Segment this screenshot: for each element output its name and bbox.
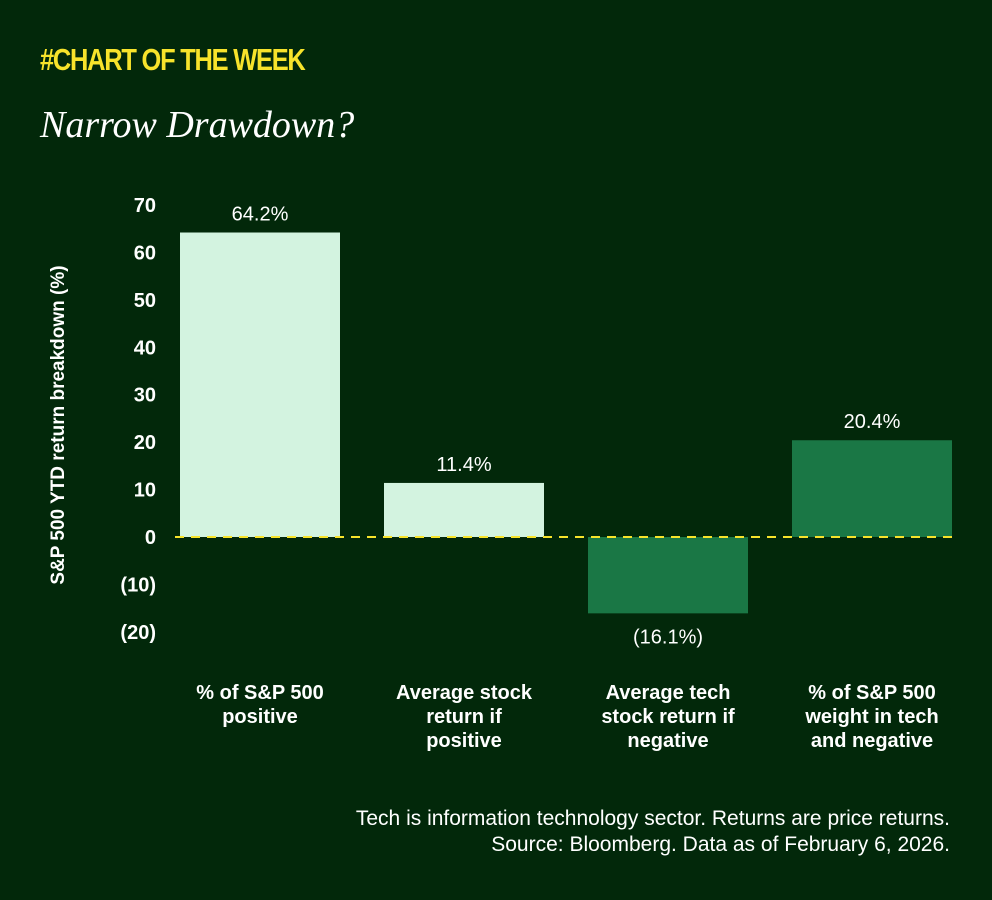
chart-title: Narrow Drawdown? [40, 104, 355, 146]
x-tick-label: and negative [811, 730, 933, 752]
y-tick-label: 10 [134, 480, 156, 502]
y-tick-label: 20 [134, 432, 156, 454]
footnote-line-1: Tech is information technology sector. R… [355, 807, 950, 830]
x-tick-label: % of S&P 500 [808, 682, 935, 704]
x-tick-label: Average tech [606, 682, 731, 704]
y-tick-label: 50 [134, 290, 156, 312]
y-tick-label: 70 [134, 195, 156, 217]
data-label: 11.4% [436, 454, 491, 476]
x-tick-label: weight in tech [804, 706, 938, 728]
y-tick-label: 60 [134, 242, 156, 264]
y-tick-label: 30 [134, 385, 156, 407]
y-tick-label: (20) [120, 622, 156, 644]
footnote: Tech is information technology sector. R… [356, 806, 950, 858]
x-tick-label: positive [222, 706, 298, 728]
x-tick-label: negative [627, 730, 708, 752]
y-tick-label: (10) [120, 574, 156, 596]
bar [588, 537, 748, 614]
kicker: #CHART OF THE WEEK [40, 42, 306, 77]
x-tick-label: Average stock [396, 682, 533, 704]
y-tick-label: 40 [134, 337, 156, 359]
bar [180, 232, 340, 537]
data-label: 20.4% [844, 411, 901, 433]
x-tick-label: % of S&P 500 [196, 682, 323, 704]
bar [792, 440, 952, 537]
bar [384, 482, 544, 537]
x-tick-label: positive [426, 730, 502, 752]
footnote-line-2: Source: Bloomberg. Data as of February 6… [491, 833, 950, 856]
x-tick-label: return if [426, 706, 502, 728]
data-label: 64.2% [232, 204, 289, 226]
y-tick-label: 0 [145, 527, 156, 549]
data-label: (16.1%) [633, 626, 703, 648]
x-tick-label: stock return if [601, 706, 735, 728]
